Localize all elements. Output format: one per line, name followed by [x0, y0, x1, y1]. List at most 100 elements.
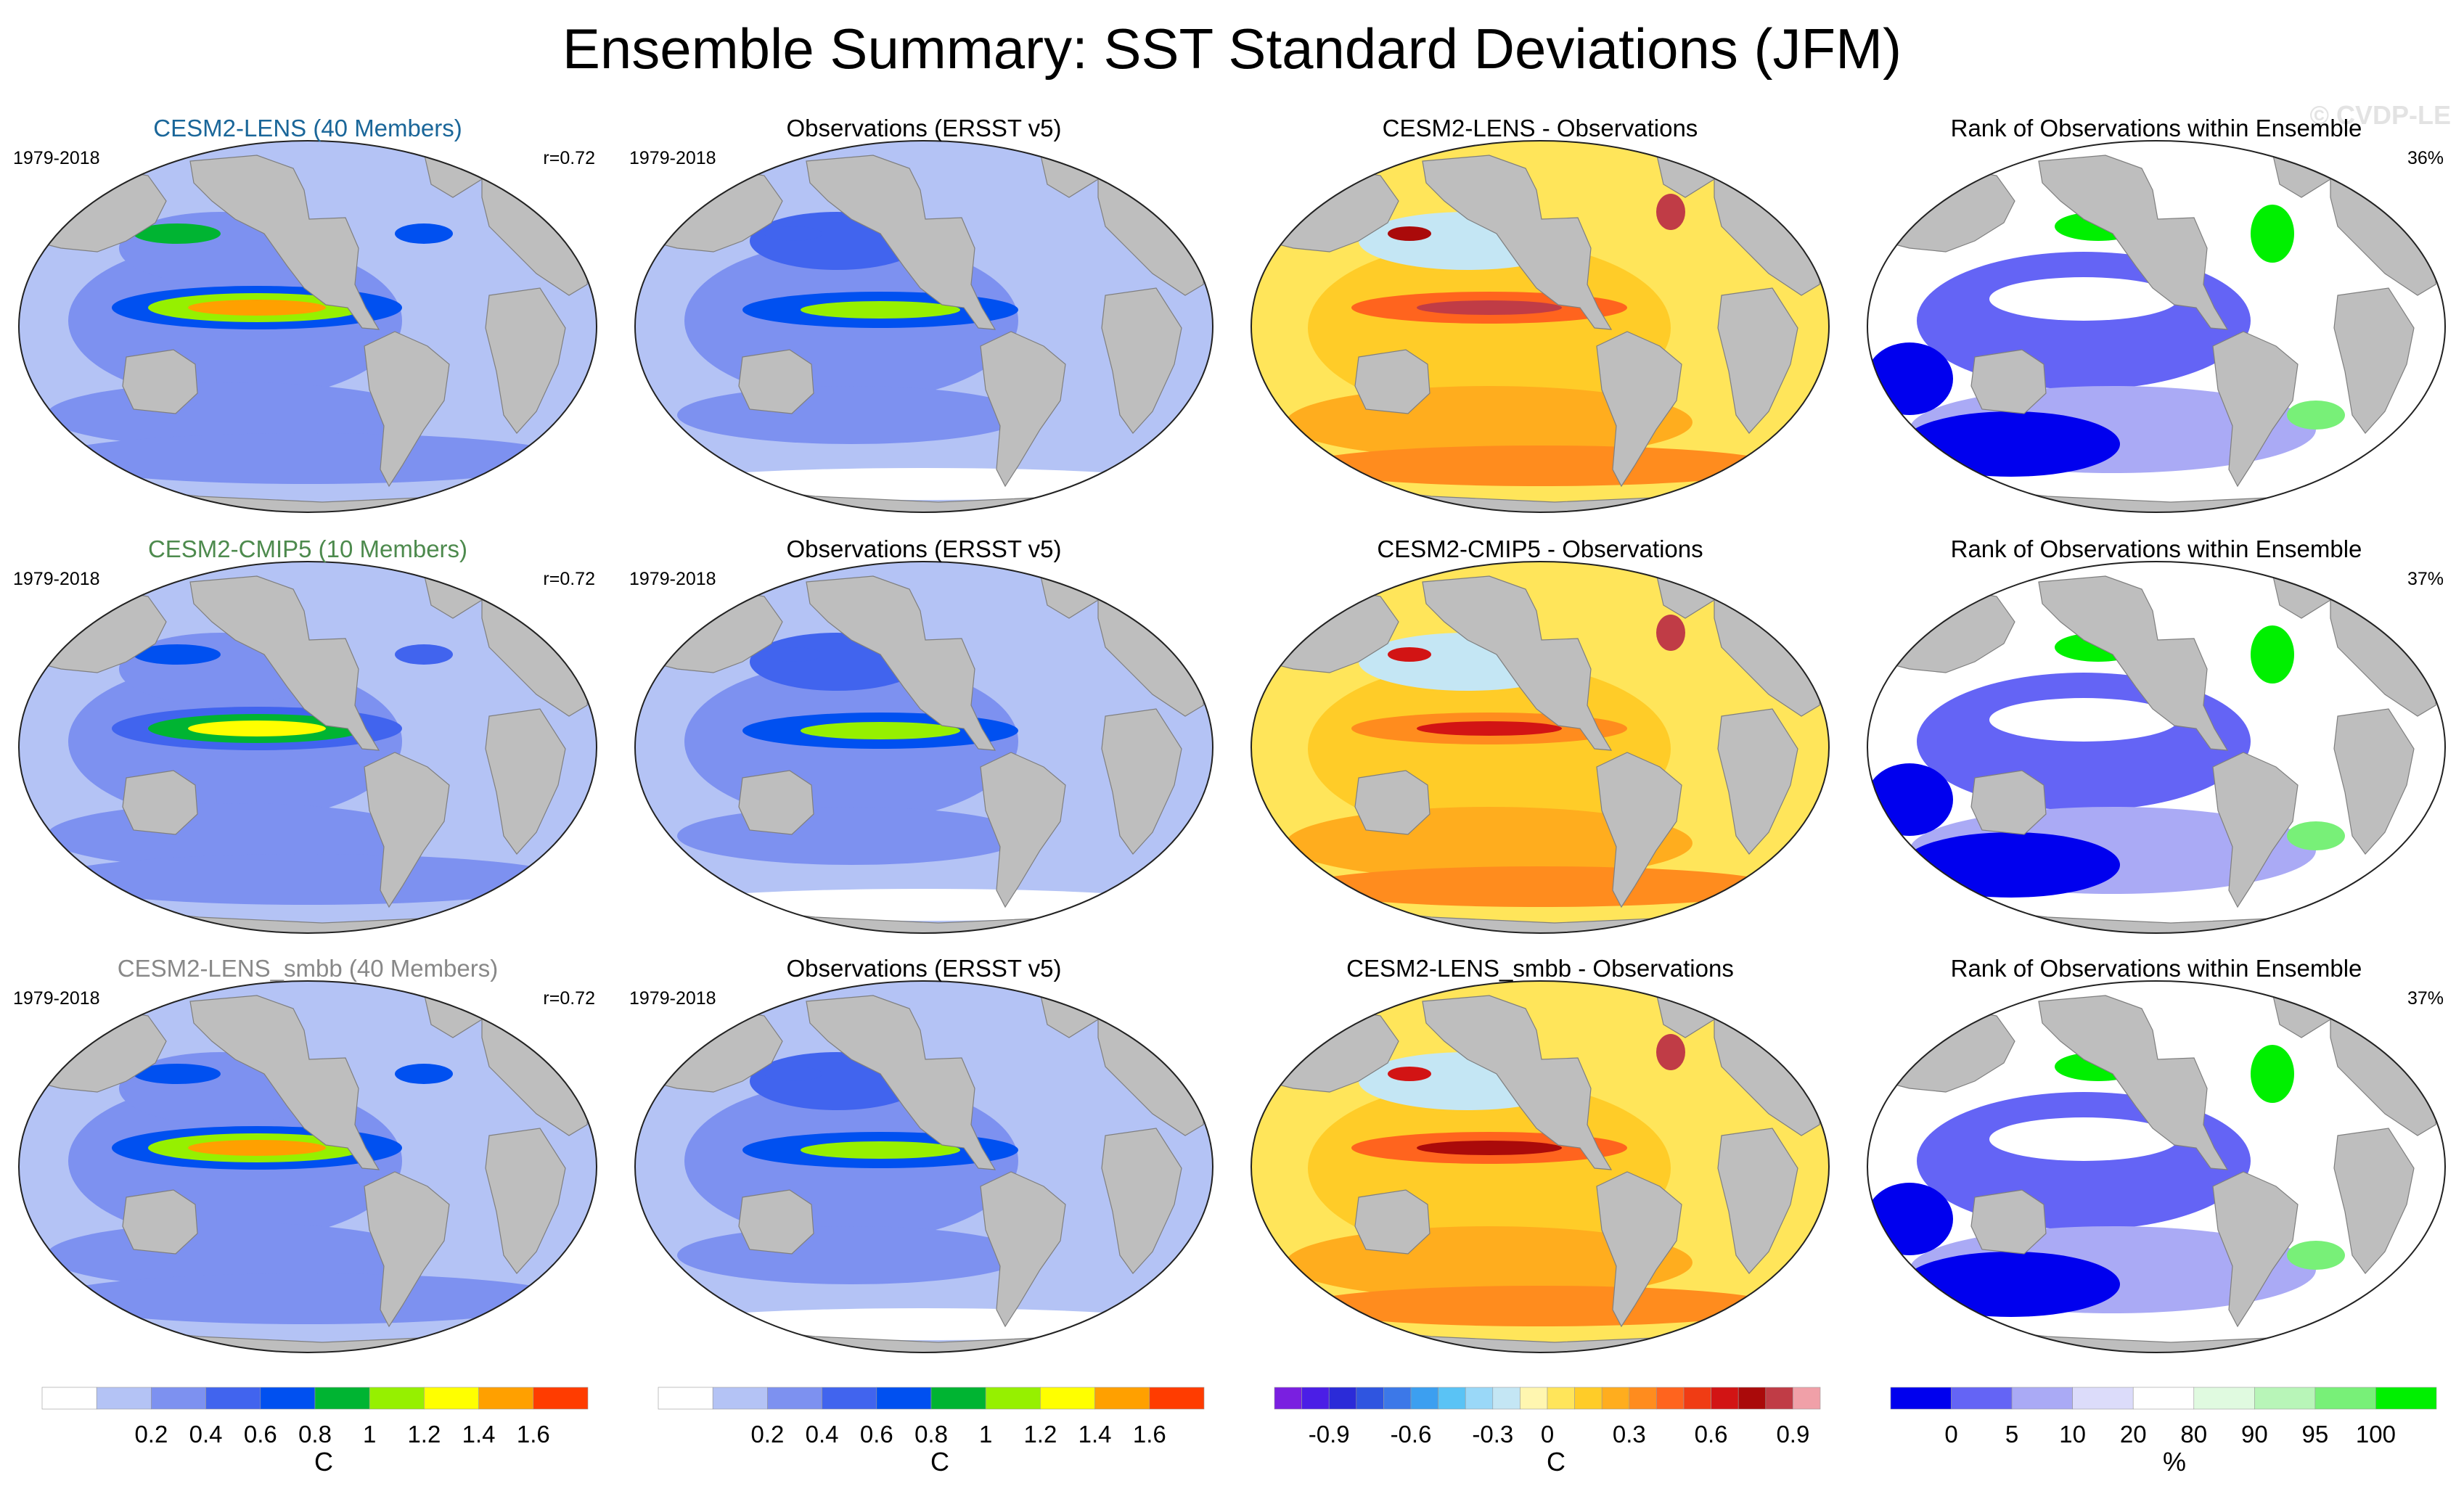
land-north-america [806, 155, 996, 330]
pattern-correlation: r=0.72 [543, 988, 595, 1009]
colorbar-swatch [314, 1387, 370, 1410]
colorbar-swatch [1890, 1387, 1952, 1410]
colorbar-swatch [1274, 1387, 1302, 1410]
field-white-patch [1989, 698, 2178, 742]
colorbar-swatch [96, 1387, 152, 1410]
colorbar-swatch [424, 1387, 479, 1410]
map-ensemble [18, 140, 597, 513]
field-southern-ocean [46, 433, 569, 484]
colorbar-swatch [1492, 1387, 1520, 1410]
panel-rank-row1: Rank of Observations within Ensemble 36% [1849, 109, 2464, 530]
colorbar-tick-label: 5 [2005, 1421, 2018, 1447]
map-rank [1867, 140, 2446, 513]
colorbar-swatch [151, 1387, 206, 1410]
field-gulf-stream [395, 223, 453, 244]
colorbar-tick-label: 0.8 [298, 1421, 332, 1447]
panel-title: CESM2-LENS (40 Members) [153, 115, 462, 141]
land-south-america [364, 1171, 450, 1328]
land-south-america [980, 1171, 1066, 1328]
field-kuroshio [134, 223, 221, 244]
field-southern-ocean [1301, 446, 1780, 486]
colorbar-tick-label: 1.6 [1133, 1421, 1166, 1447]
land-north-america [189, 575, 380, 751]
land-africa [1101, 287, 1182, 434]
land-africa [1717, 1128, 1798, 1274]
field-equatorial-core [801, 301, 960, 319]
colorbar-swatch [1520, 1387, 1548, 1410]
colorbar-swatch [1040, 1387, 1095, 1410]
colorbar-tick-label: 0.6 [860, 1421, 893, 1447]
field-gulf-stream [395, 644, 453, 665]
colorbar-swatch [1094, 1387, 1150, 1410]
colorbar-swatch [767, 1387, 822, 1410]
colorbar-swatch [41, 1387, 97, 1410]
colorbar-swatch [1410, 1387, 1438, 1410]
map-obs [634, 561, 1213, 934]
colorbar-tick-label: -0.9 [1309, 1421, 1350, 1447]
panel-title: Observations (ERSST v5) [786, 115, 1062, 141]
colorbar-tick-label: 1.4 [462, 1421, 496, 1447]
period-label: 1979-2018 [13, 988, 100, 1009]
colorbar-unit: C [314, 1447, 333, 1477]
colorbar-swatch [1711, 1387, 1739, 1410]
field-kuroshio [134, 1064, 221, 1084]
field-southern-ocean-low [663, 1308, 1185, 1340]
period-label: 1979-2018 [629, 569, 716, 589]
land-africa [1101, 708, 1182, 855]
colorbar-swatch [2011, 1387, 2073, 1410]
land-africa [2333, 287, 2415, 434]
colorbar-swatch [985, 1387, 1041, 1410]
map-border [1251, 980, 1830, 1353]
field-north-atlantic [1656, 194, 1685, 230]
field-south-pacific [677, 807, 1026, 865]
period-label: 1979-2018 [13, 569, 100, 589]
field-equatorial-core [1417, 1141, 1562, 1155]
colorbar-tick-label: 95 [2302, 1421, 2329, 1447]
map-rank [1867, 980, 2446, 1353]
colorbar-swatch [1951, 1387, 2013, 1410]
colorbar-swatch [1656, 1387, 1685, 1410]
panel-title: CESM2-CMIP5 - Observations [1377, 535, 1703, 562]
rank-percent: 36% [2407, 148, 2444, 168]
colorbar-swatch [876, 1387, 932, 1410]
colorbar-swatch [2375, 1387, 2437, 1410]
colorbar-tick-label: 1.4 [1078, 1421, 1112, 1447]
land-north-america [806, 575, 996, 751]
land-australia [122, 349, 198, 414]
colorbar-swatch [2314, 1387, 2376, 1410]
field-kuroshio [1388, 647, 1431, 662]
land-south-america [2212, 752, 2299, 908]
colorbar-tick-label: 90 [2241, 1421, 2268, 1447]
panel-title: Rank of Observations within Ensemble [1950, 535, 2362, 562]
land-north-america [806, 995, 996, 1170]
field-kuroshio [1388, 1067, 1431, 1081]
colorbar-swatch [658, 1387, 713, 1410]
colorbar-tick-label: 0.4 [189, 1421, 223, 1447]
panel-title: CESM2-LENS - Observations [1382, 115, 1698, 141]
colorbar-tick-label: 1 [363, 1421, 376, 1447]
field-southern-ocean-low [663, 889, 1185, 921]
land-south-america [2212, 331, 2299, 488]
colorbar-unit: C [930, 1447, 949, 1477]
land-australia [1970, 770, 2047, 835]
land-africa [1717, 287, 1798, 434]
field-equatorial-core [1417, 300, 1562, 315]
map-diff [1251, 980, 1830, 1353]
panel-obs-row1: Observations (ERSST v5) 1979-2018 [616, 109, 1232, 530]
land-australia [1970, 349, 2047, 414]
field-southern-ocean [1902, 1252, 2120, 1317]
panel-obs-row3: Observations (ERSST v5) 1979-2018 [616, 949, 1232, 1370]
land-south-america [364, 331, 450, 488]
map-border [634, 980, 1213, 1353]
field-equatorial-core [801, 1141, 960, 1159]
colorbar-swatch [205, 1387, 261, 1410]
field-southern-ocean [1902, 832, 2120, 898]
land-south-america [2212, 1171, 2299, 1328]
land-north-america [1422, 155, 1613, 330]
colorbar-tick-label: 0 [1944, 1421, 1957, 1447]
land-south-america [980, 752, 1066, 908]
colorbar-tick-label: 0.9 [1776, 1421, 1809, 1447]
colorbar-tick-label: 0 [1541, 1421, 1554, 1447]
colorbar-sst: 0.2 0.4 0.6 0.8 1 1.2 1.4 1.6 C [629, 1379, 1245, 1480]
colorbar-unit: % [2163, 1447, 2187, 1477]
